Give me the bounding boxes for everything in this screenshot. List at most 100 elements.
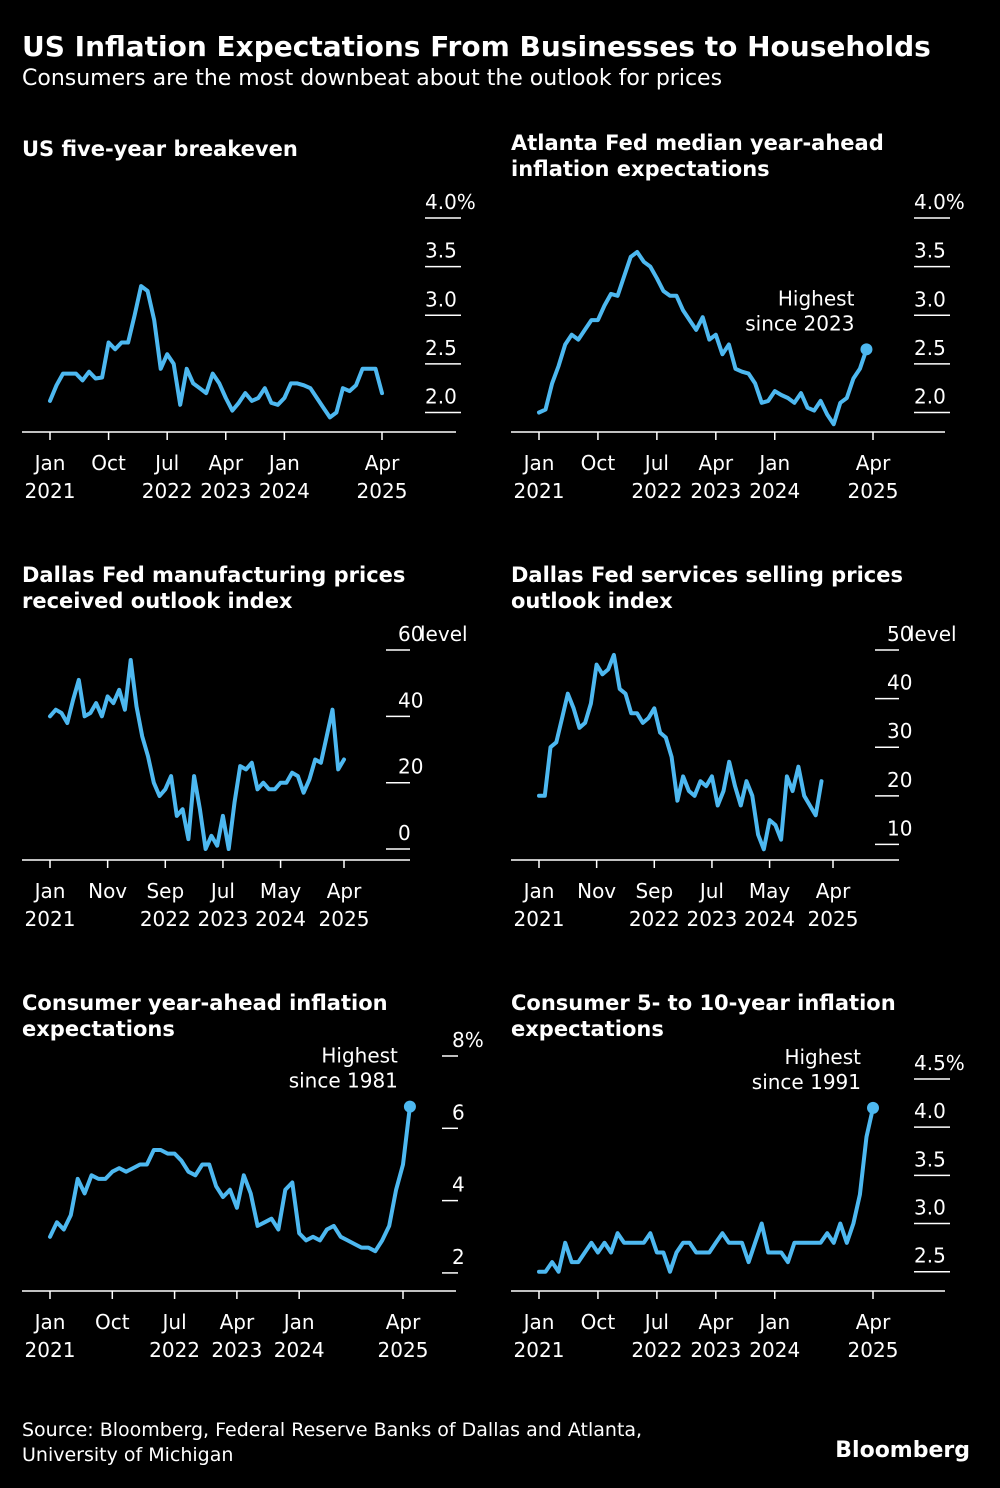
x-tick-year-label: 2022 [140, 907, 191, 931]
y-tick-label: 4.0% [914, 190, 965, 214]
y-tick-label: 30 [887, 719, 912, 743]
panel-title: Atlanta Fed median year-ahead inflation … [511, 131, 884, 181]
series-line [537, 250, 869, 427]
y-tick-label: 4.0 [914, 1099, 946, 1123]
x-tick-year-label: 2023 [686, 907, 737, 931]
y-tick-label: 0 [398, 821, 411, 845]
x-tick-label: Oct [581, 1310, 616, 1334]
x-tick-label: Jul [153, 451, 179, 475]
x-tick-year-label: 2025 [848, 1338, 899, 1362]
x-tick-year-label: 2021 [25, 1338, 76, 1362]
x-tick-year-label: 2023 [197, 907, 248, 931]
highlight-point [867, 1101, 879, 1114]
panel-chart-svg: 60 40 20 0 level Jan 2021 Nov Sep 2022 Jul 2023 May 2… [22, 622, 468, 931]
x-tick-year-label: 2023 [690, 479, 741, 503]
x-tick-label: Jul [209, 879, 235, 903]
x-tick-year-label: 2024 [259, 479, 310, 503]
x-tick-year-label: 2021 [514, 907, 565, 931]
series-line [48, 1104, 412, 1254]
x-tick-label: Jan [33, 879, 66, 903]
x-tick-year-label: 2021 [514, 479, 565, 503]
x-tick-label: Jan [33, 451, 66, 475]
x-tick-label: Jan [267, 451, 300, 475]
x-tick-year-label: 2025 [319, 907, 370, 931]
x-tick-year-label: 2023 [690, 1338, 741, 1362]
panel-title: Dallas Fed services selling prices outlo… [511, 563, 903, 613]
x-tick-label: May [260, 879, 302, 903]
x-tick-year-label: 2023 [200, 479, 251, 503]
annotation-label: Highest [778, 286, 855, 310]
x-tick-year-label: 2022 [149, 1338, 200, 1362]
annotation-label: Highest [784, 1045, 861, 1069]
annotation-label: since 2023 [745, 311, 854, 335]
panel-title: US five-year breakeven [22, 137, 298, 161]
x-tick-year-label: 2022 [629, 907, 680, 931]
x-tick-year-label: 2025 [357, 479, 408, 503]
x-tick-year-label: 2023 [211, 1338, 262, 1362]
source-note: Source: Bloomberg, Federal Reserve Banks… [22, 1419, 643, 1466]
x-tick-label: Nov [577, 879, 616, 903]
y-tick-label: 3.5 [914, 239, 946, 263]
y-tick-label: 2.5 [914, 336, 946, 360]
y-tick-label: 60 [398, 622, 423, 646]
y-tick-label: 4.5% [914, 1051, 965, 1075]
panel-chart-svg: 4.0% 3.5 3.0 2.5 2.0 Jan 2021 Oct Jul 2022 Apr 2023… [22, 190, 476, 503]
y-tick-label: 6 [452, 1100, 465, 1124]
x-tick-label: Nov [88, 879, 127, 903]
y-tick-label: 50 [887, 622, 912, 646]
y-tick-label: 8% [452, 1028, 484, 1052]
panel-chart-svg: 4.0% 3.5 3.0 2.5 2.0 Jan 2021 Oct Jul 2022 Apr 2023… [511, 190, 965, 503]
x-tick-label: Jan [33, 1310, 66, 1334]
x-tick-label: Jan [757, 451, 790, 475]
annotation-label: Highest [321, 1044, 398, 1068]
x-tick-year-label: 2022 [142, 479, 193, 503]
x-tick-label: Sep [635, 879, 673, 903]
x-tick-label: Apr [386, 1310, 421, 1334]
y-tick-label: 2 [452, 1245, 465, 1269]
bloomberg-logo: Bloomberg [835, 1438, 970, 1463]
y-tick-label: 40 [887, 671, 912, 695]
x-tick-year-label: 2024 [744, 907, 795, 931]
annotation-label: since 1981 [289, 1069, 398, 1093]
x-tick-year-label: 2025 [848, 479, 899, 503]
x-tick-label: Jan [757, 1310, 790, 1334]
x-tick-label: Apr [856, 451, 891, 475]
annotation-label: since 1991 [752, 1070, 861, 1094]
highlight-point [860, 343, 873, 356]
x-tick-label: Apr [327, 879, 362, 903]
x-tick-label: Jul [643, 451, 669, 475]
x-tick-label: Jan [522, 1310, 555, 1334]
x-tick-label: Jan [522, 451, 555, 475]
x-tick-year-label: 2025 [378, 1338, 429, 1362]
y-tick-label: 2.5 [914, 1244, 946, 1268]
x-tick-label: Sep [146, 879, 184, 903]
x-tick-year-label: 2021 [25, 479, 76, 503]
y-tick-label: 2.5 [425, 336, 457, 360]
x-tick-year-label: 2022 [631, 1338, 682, 1362]
panel-title: Consumer year-ahead inflation expectatio… [22, 991, 388, 1041]
y-tick-label: 3.5 [914, 1147, 946, 1171]
x-tick-label: Apr [856, 1310, 891, 1334]
x-tick-label: Jul [698, 879, 724, 903]
x-tick-year-label: 2021 [25, 907, 76, 931]
y-tick-label: 20 [398, 755, 423, 779]
y-tick-label: 2.0 [914, 385, 946, 409]
y-tick-label: 40 [398, 688, 423, 712]
x-tick-year-label: 2022 [631, 479, 682, 503]
x-tick-label: Oct [95, 1310, 130, 1334]
y-tick-label: 3.5 [425, 239, 457, 263]
series-line [537, 1105, 875, 1274]
x-tick-label: Apr [365, 451, 400, 475]
series-line [48, 284, 384, 420]
y-tick-label: 10 [887, 816, 912, 840]
x-tick-label: Apr [220, 1310, 255, 1334]
x-tick-year-label: 2021 [514, 1338, 565, 1362]
x-tick-label: Jul [161, 1310, 187, 1334]
chart-title: US Inflation Expectations From Businesse… [22, 30, 931, 63]
series-line [537, 652, 824, 852]
x-tick-label: Jan [282, 1310, 315, 1334]
x-tick-label: Oct [91, 451, 126, 475]
x-tick-year-label: 2024 [274, 1338, 325, 1362]
y-tick-label: 4 [452, 1173, 465, 1197]
x-tick-year-label: 2024 [749, 1338, 800, 1362]
